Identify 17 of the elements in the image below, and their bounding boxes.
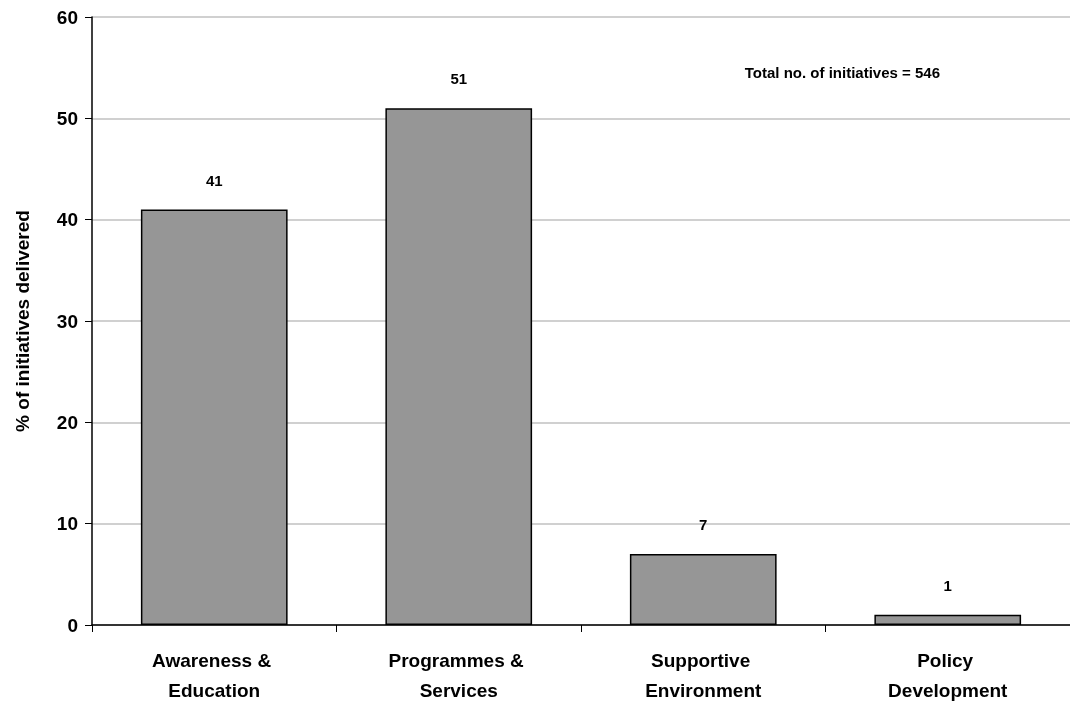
y-tick-label: 0 [67,614,78,636]
y-axis-title: % of initiatives delivered [12,210,33,432]
y-tick-label: 20 [56,411,78,433]
y-tick-label: 30 [56,310,78,332]
y-tick-label: 60 [56,6,78,28]
data-label: 1 [943,576,952,594]
y-tick-label: 10 [56,513,78,535]
annotation: Total no. of initiatives = 546 [744,64,940,81]
data-label: 51 [450,70,468,88]
x-tick-label: Programmes & Services [388,649,529,701]
x-tick-label: Awareness & Education [152,649,277,701]
data-label: 41 [205,171,223,189]
x-tick-label: Policy Development [888,649,1009,701]
data-label: 7 [699,516,708,534]
y-tick-label: 40 [56,209,78,231]
y-tick-label: 50 [56,107,78,129]
x-tick-label: Supportive Environment [645,649,762,701]
